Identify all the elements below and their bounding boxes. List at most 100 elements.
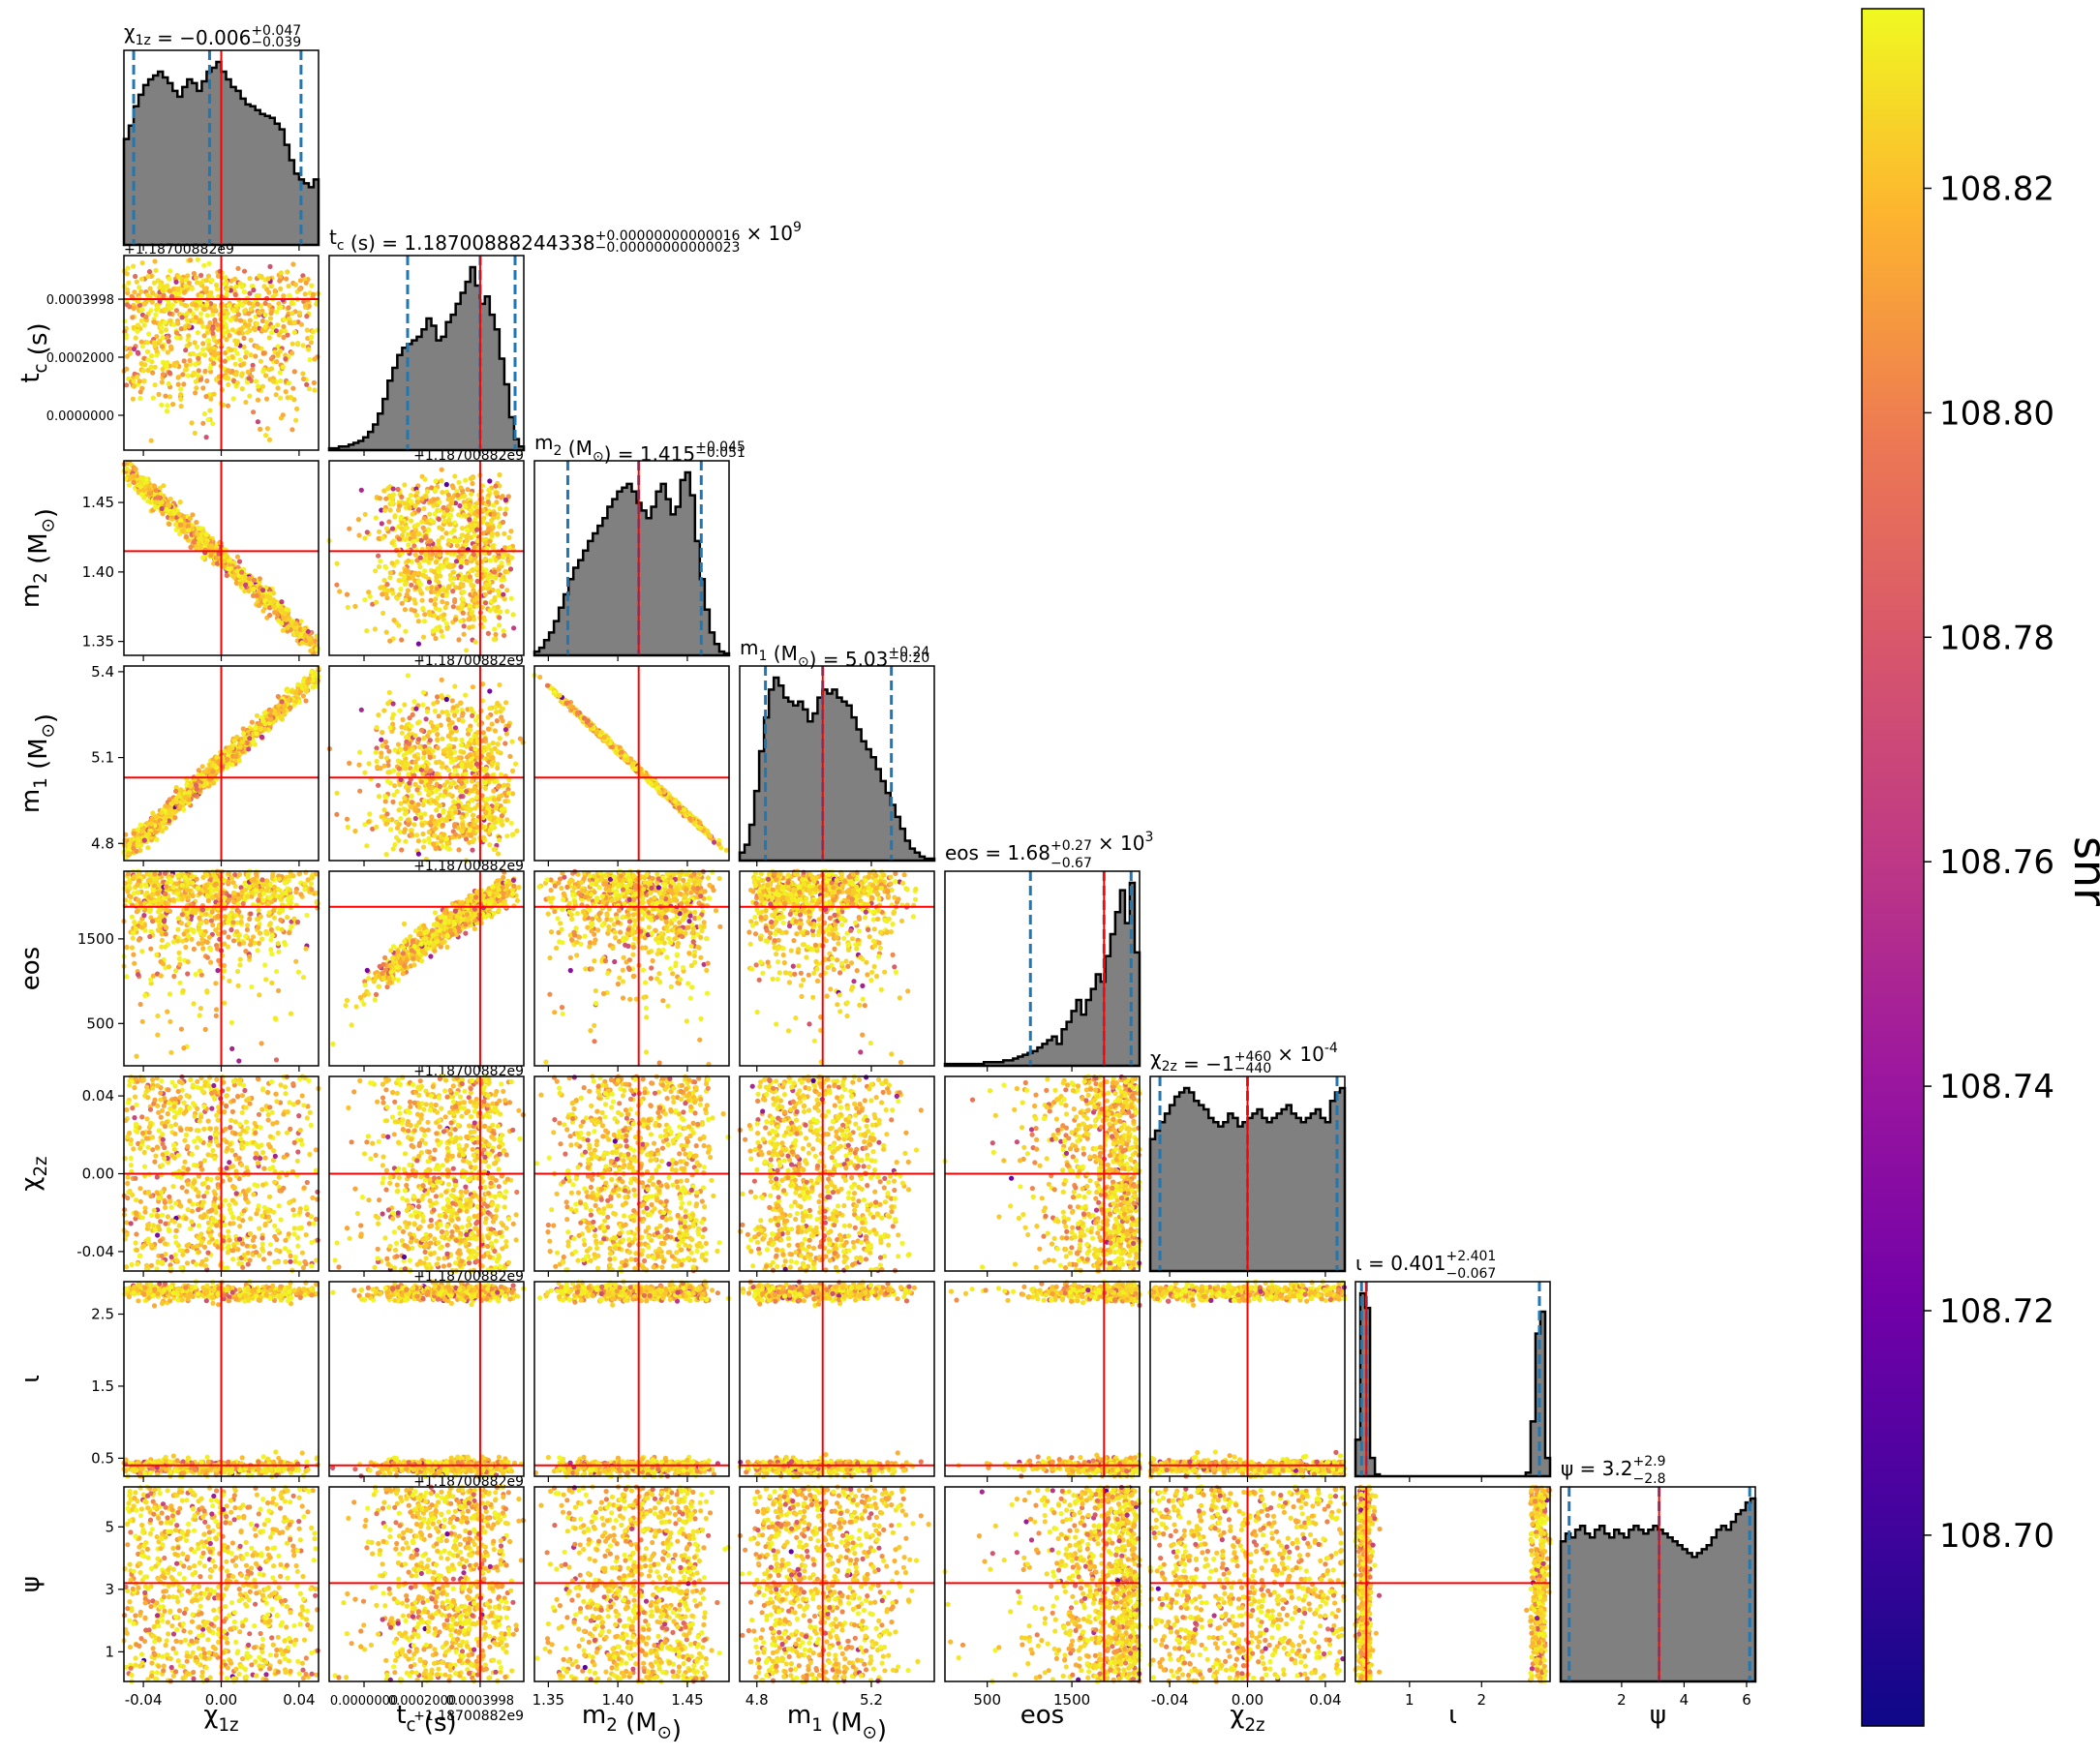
ytick-label-tc-2: 0.0003998: [46, 293, 114, 308]
ytick-label-chi2z-1: 0.00: [82, 1166, 114, 1183]
xtick-label-eos-0: 500: [973, 1691, 1001, 1709]
scatter-panel-psi-vs-m1: 4.8 5.2: [738, 1485, 934, 1709]
scatter-panel-iota-vs-m2: [533, 1279, 731, 1482]
scatter-panel-chi2z-vs-eos: [943, 1074, 1142, 1277]
xtick-label-m2-0: 1.35: [533, 1691, 564, 1709]
ytick-label-iota-0: 0.5: [91, 1449, 114, 1467]
hist-panel-chi2z: χ2z = −1+460 × 10-4−440: [1150, 1041, 1345, 1277]
scatter-panel-psi-vs-eos: 500 1500: [943, 1485, 1142, 1709]
xtick-label-m1-0: 4.8: [746, 1691, 769, 1709]
xlabel-eos: eos: [1020, 1701, 1064, 1730]
hist-title-minus-m2: −0.051: [695, 445, 746, 461]
scatter-panel-m1-vs-chi1z: 4.85.15.4m1 (M⊙): [16, 663, 321, 866]
colorbar-tick-3: 108.76: [1939, 843, 2054, 882]
scatter-panel-m2-vs-chi1z: 1.35 1.40 1.45 m2 (M⊙): [16, 461, 320, 661]
xtick-label-chi2z-0: -0.04: [1151, 1691, 1189, 1709]
hist-panel-eos: eos = 1.68+0.27 × 103−0.67: [945, 830, 1153, 1072]
panel-grid: χ1z = −0.006+0.047−0.039+1.18700882e90.0…: [16, 20, 1755, 1745]
scatter-panel-eos-vs-m2: [534, 869, 729, 1072]
ytick-label-psi-2: 5: [105, 1518, 114, 1535]
ylabel-psi: ψ: [16, 1576, 46, 1592]
ylabel-iota: ι: [16, 1375, 46, 1383]
ytick-label-eos-1: 1500: [77, 930, 114, 948]
scatter-panel-m1-vs-tc: +1.18700882e9: [327, 666, 526, 874]
ytick-label-iota-2: 2.5: [91, 1306, 114, 1323]
xtick-label-chi1z-0: -0.04: [125, 1691, 163, 1709]
xtick-label-m1-1: 5.2: [860, 1691, 883, 1709]
scatter-panel-psi-vs-m2: 1.35 1.40 1.45: [533, 1484, 731, 1709]
colorbar-tick-2: 108.74: [1939, 1068, 2054, 1106]
xtick-label-m2-2: 1.45: [671, 1691, 703, 1709]
hist-title-minus-m1: −0.20: [888, 651, 929, 666]
ytick-label-m2-1: 1.40: [82, 563, 114, 581]
ytick-label-chi2z-2: 0.04: [82, 1087, 114, 1105]
scatter-panel-psi-vs-chi2z: -0.04 0.00 0.04: [1148, 1484, 1348, 1709]
tc-offset-label-y: +1.18700882e9: [124, 242, 234, 257]
scatter-panel-tc-vs-chi1z: +1.18700882e9 0.0000000 0.0002000 0.0003998…: [16, 242, 320, 456]
colorbar-tick-6: 108.82: [1939, 170, 2054, 209]
hist-title-minus-chi1z: −0.039: [251, 35, 301, 50]
xlabel-m2: m2 (M⊙): [582, 1701, 682, 1745]
ytick-label-m2-0: 1.35: [82, 633, 114, 651]
hist-panel-iota: ι = 0.401+2.401−0.067: [1355, 1249, 1550, 1482]
xtick-label-psi-2: 6: [1742, 1691, 1751, 1709]
scatter-panel-m2-vs-tc: +1.18700882e9: [327, 461, 525, 669]
hist-panel-psi: ψ = 3.2+2.9−2.82 4 6: [1561, 1454, 1755, 1709]
hist-title-minus-eos: −0.67: [1050, 856, 1092, 871]
hist-panel-m1: m1 (M⊙) = 5.03+0.24−0.20: [740, 636, 934, 866]
xtick-label-iota-0: 1: [1405, 1691, 1415, 1709]
scatter-panel-iota-vs-chi2z: [1148, 1280, 1348, 1482]
colorbar: 108.70 108.72 108.74 108.76 108.78 108.80 108.…: [1862, 9, 2100, 1726]
xtick-label-chi1z-2: 0.04: [283, 1691, 315, 1709]
ylabel-m2: m2 (M⊙): [16, 508, 61, 608]
ytick-label-chi2z-0: -0.04: [76, 1243, 114, 1260]
ytick-label-tc-1: 0.0002000: [46, 351, 114, 366]
scatter-panel-chi2z-vs-m2: [534, 1074, 731, 1277]
xtick-label-tc-2: 0.0003998: [446, 1694, 514, 1709]
ylabel-chi2z: χ2z: [16, 1156, 51, 1191]
colorbar-tick-1: 108.72: [1939, 1292, 2054, 1331]
xlabel-iota: ι: [1448, 1701, 1457, 1730]
ytick-label-iota-1: 1.5: [91, 1378, 114, 1395]
hist-title-minus-tc: −0.00000000000023: [595, 240, 741, 256]
hist-title-minus-iota: −0.067: [1446, 1266, 1497, 1282]
colorbar-tick-0: 108.70: [1939, 1517, 2054, 1556]
ylabel-tc: tc (s): [16, 322, 53, 382]
xlabel-psi: ψ: [1650, 1701, 1666, 1730]
hist-title-eos: eos = 1.68+0.27 × 103: [945, 830, 1153, 864]
ytick-label-psi-1: 3: [105, 1581, 114, 1598]
scatter-panel-chi2z-vs-m1: [738, 1075, 934, 1277]
xtick-label-psi-1: 4: [1680, 1691, 1689, 1709]
ytick-label-m1-2: 5.4: [91, 663, 114, 681]
ytick-label-m1-0: 4.8: [91, 834, 114, 852]
scatter-panel-eos-vs-chi1z: 500 1500 eos: [16, 869, 320, 1073]
hist-title-minus-psi: −2.8: [1632, 1471, 1665, 1487]
ylabel-m1: m1 (M⊙): [16, 713, 61, 813]
colorbar-gradient: [1862, 9, 1924, 1726]
xtick-label-psi-0: 2: [1617, 1691, 1627, 1709]
hist-panel-tc: tc (s) = 1.18700888244338+0.000000000000…: [329, 220, 802, 464]
colorbar-tick-5: 108.80: [1939, 394, 2054, 433]
scatter-panel-m1-vs-m2: [533, 666, 730, 866]
scatter-panel-iota-vs-chi1z: 0.5 1.5 2.5 ι: [16, 1280, 320, 1483]
ylabel-eos: eos: [16, 947, 46, 990]
xtick-label-m2-1: 1.40: [601, 1691, 633, 1709]
scatter-panel-iota-vs-tc: +1.18700882e9: [329, 1280, 526, 1490]
xtick-label-chi2z-2: 0.04: [1309, 1691, 1341, 1709]
colorbar-label: snr: [2064, 836, 2100, 906]
hist-title-minus-chi2z: −440: [1234, 1061, 1271, 1076]
ytick-label-eos-0: 500: [86, 1014, 114, 1032]
scatter-panel-chi2z-vs-tc: +1.18700882e9: [329, 1075, 526, 1285]
scatter-panel-eos-vs-tc: +1.18700882e9: [329, 869, 524, 1079]
scatter-panel-iota-vs-eos: [945, 1280, 1142, 1482]
colorbar-tick-4: 108.78: [1939, 619, 2054, 657]
ytick-label-tc-0: 0.0000000: [46, 409, 114, 424]
xtick-label-iota-1: 2: [1477, 1691, 1487, 1709]
ytick-label-m2-2: 1.45: [82, 494, 114, 511]
scatter-panel-chi2z-vs-chi1z: -0.04 0.00 0.04 χ2z: [16, 1075, 321, 1278]
ytick-label-psi-0: 1: [105, 1643, 114, 1660]
hist-panel-chi1z: χ1z = −0.006+0.047−0.039: [124, 20, 319, 251]
